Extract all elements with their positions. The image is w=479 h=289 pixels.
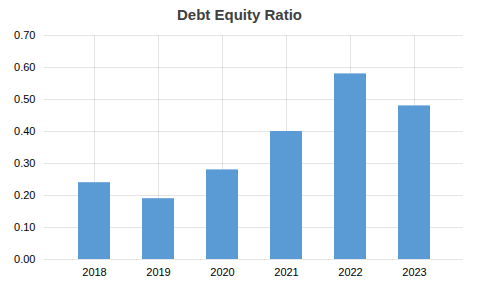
html-text:Debt Equity Ratio: Debt Equity Ratio [177, 6, 302, 23]
svg-text:0.20: 0.20 [14, 189, 35, 201]
svg-text:2020: 2020 [210, 266, 234, 278]
svg-text:0.30: 0.30 [14, 157, 35, 169]
svg-text:2023: 2023 [402, 266, 426, 278]
svg-text:0.70: 0.70 [14, 29, 35, 41]
svg-text:0.00: 0.00 [14, 253, 35, 265]
svg-text:2022: 2022 [338, 266, 362, 278]
svg-text:0.40: 0.40 [14, 125, 35, 137]
svg-text:0.10: 0.10 [14, 221, 35, 233]
svg-text:2018: 2018 [82, 266, 106, 278]
svg-text:2019: 2019 [146, 266, 170, 278]
svg-text:0.60: 0.60 [14, 61, 35, 73]
svg-text:2021: 2021 [274, 266, 298, 278]
svg-text:0.50: 0.50 [14, 93, 35, 105]
